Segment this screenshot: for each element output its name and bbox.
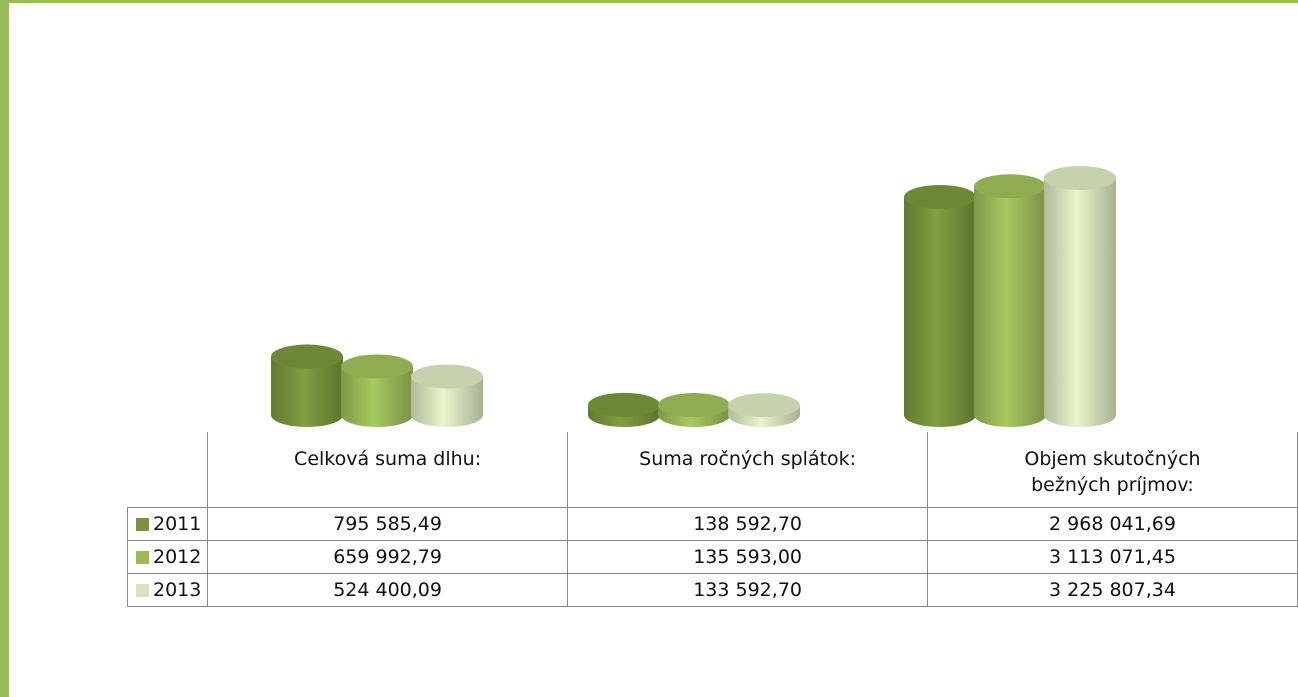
series-row: 2012 659 992,79 135 593,00 3 113 071,45 — [127, 540, 1298, 574]
series-row: 2013 524 400,09 133 592,70 3 225 807,34 — [127, 573, 1298, 607]
legend-cell: 2011 — [127, 507, 208, 541]
cylinder — [411, 364, 483, 427]
cylinder-body — [904, 196, 976, 415]
cylinder-body — [1044, 178, 1116, 415]
legend-label: 2013 — [153, 579, 202, 601]
header-row: Celková suma dlhu: Suma ročných splátok: O… — [127, 432, 1298, 508]
cylinder-top — [658, 393, 730, 418]
cylinder-top — [974, 174, 1046, 199]
cylinder — [1044, 166, 1116, 427]
data-table: Celková suma dlhu: Suma ročných splátok: O… — [127, 432, 1298, 607]
cylinder-top — [341, 354, 413, 379]
legend-label: 2011 — [153, 513, 202, 535]
cylinder-bottom — [974, 403, 1046, 427]
cylinder-top — [588, 392, 660, 417]
value-label: 2 968 041,69 — [926, 507, 1298, 541]
legend-swatch — [136, 518, 149, 531]
legend-swatch — [136, 551, 149, 564]
cylinder-bottom — [904, 403, 976, 427]
cylinder — [728, 393, 800, 427]
cylinder — [341, 354, 413, 427]
value-label: 659 992,79 — [206, 540, 569, 574]
cylinder-bottom — [271, 403, 343, 427]
cylinder — [588, 392, 660, 427]
legend-cell: 2013 — [127, 573, 208, 607]
cylinder-body — [974, 186, 1046, 415]
value-label: 524 400,09 — [206, 573, 569, 607]
value-label: 138 592,70 — [567, 507, 928, 541]
cylinder — [271, 344, 343, 427]
value-label: 3 225 807,34 — [926, 573, 1298, 607]
value-label: 795 585,49 — [206, 507, 569, 541]
cylinder-top — [904, 184, 976, 209]
corner — [127, 432, 208, 508]
value-label: 135 593,00 — [567, 540, 928, 574]
cylinder-bottom — [341, 403, 413, 427]
value-label: 3 113 071,45 — [926, 540, 1298, 574]
value-label: 133 592,70 — [567, 573, 928, 607]
cylinder — [658, 393, 730, 427]
cylinder-top — [728, 393, 800, 418]
cylinder-top — [411, 364, 483, 389]
cylinder — [974, 174, 1046, 427]
category-label: Celková suma dlhu: — [206, 432, 569, 508]
cylinder-bottom — [1044, 403, 1116, 427]
legend-swatch — [136, 584, 149, 597]
cylinder-bottom — [411, 403, 483, 427]
legend-label: 2012 — [153, 546, 202, 568]
cylinder-top — [1044, 166, 1116, 190]
category-label: Suma ročných splátok: — [567, 432, 928, 508]
cylinder-top — [271, 344, 343, 369]
series-row: 2011 795 585,49 138 592,70 2 968 041,69 — [127, 507, 1298, 541]
category-label: Objem skutočných bežných príjmov: — [926, 432, 1298, 508]
cylinder — [904, 184, 976, 427]
legend-cell: 2012 — [127, 540, 208, 574]
